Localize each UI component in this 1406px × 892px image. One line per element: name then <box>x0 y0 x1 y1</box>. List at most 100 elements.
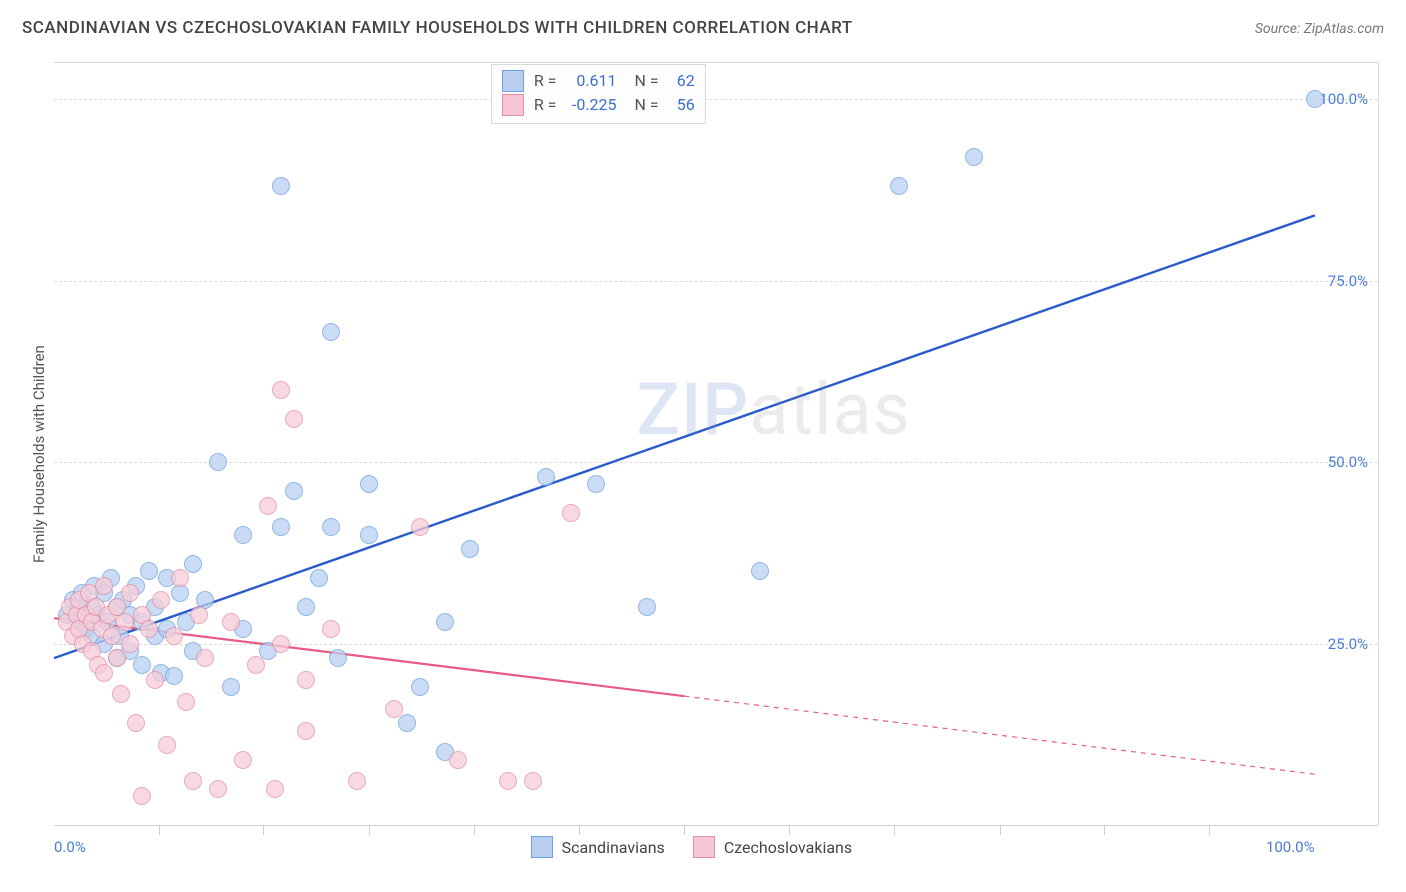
x-tick <box>894 825 895 835</box>
data-point <box>285 482 303 500</box>
r-label: R = <box>534 69 557 93</box>
x-tick-label: 100.0% <box>1266 838 1315 856</box>
data-point <box>360 475 378 493</box>
data-point <box>140 620 158 638</box>
data-point <box>1306 90 1324 108</box>
r-label: R = <box>534 93 557 117</box>
legend-label: Scandinavians <box>562 838 665 857</box>
data-point <box>297 598 315 616</box>
data-point <box>272 518 290 536</box>
x-tick <box>1000 825 1001 835</box>
source-label: Source: <box>1255 21 1304 37</box>
y-tick-label: 100.0% <box>1319 90 1368 108</box>
trend-line <box>54 215 1315 658</box>
data-point <box>272 635 290 653</box>
series-swatch <box>502 70 524 92</box>
data-point <box>385 700 403 718</box>
data-point <box>112 685 130 703</box>
legend-label: Czechoslovakians <box>724 838 852 857</box>
y-tick-label: 50.0% <box>1328 453 1368 471</box>
series-swatch <box>531 836 553 858</box>
data-point <box>177 693 195 711</box>
data-point <box>537 468 555 486</box>
data-point <box>360 526 378 544</box>
data-point <box>247 656 265 674</box>
x-tick <box>159 825 160 835</box>
data-point <box>103 627 121 645</box>
data-point <box>152 591 170 609</box>
data-point <box>348 772 366 790</box>
data-point <box>965 148 983 166</box>
data-point <box>108 649 126 667</box>
x-tick-label: 0.0% <box>54 838 86 856</box>
data-point <box>196 649 214 667</box>
source-name: ZipAtlas.com <box>1304 21 1384 37</box>
series-legend: Scandinavians Czechoslovakians <box>531 836 853 858</box>
data-point <box>222 678 240 696</box>
r-value: -0.225 <box>567 93 617 117</box>
data-point <box>184 555 202 573</box>
n-label: N = <box>635 93 659 117</box>
r-value: 0.611 <box>567 69 617 93</box>
n-value: 56 <box>669 93 695 117</box>
data-point <box>329 649 347 667</box>
legend-item: Czechoslovakians <box>693 836 852 858</box>
correlation-stats-box: R =0.611N =62R =-0.225N =56 <box>491 64 706 124</box>
data-point <box>133 787 151 805</box>
data-point <box>587 475 605 493</box>
data-point <box>524 772 542 790</box>
stats-row: R = -0.225 N = 56 <box>502 93 695 117</box>
x-tick <box>684 825 685 835</box>
series-swatch <box>693 836 715 858</box>
x-tick <box>1104 825 1105 835</box>
y-tick-label: 75.0% <box>1328 272 1368 290</box>
data-point <box>146 671 164 689</box>
data-point <box>297 722 315 740</box>
x-tick <box>789 825 790 835</box>
data-point <box>322 620 340 638</box>
gridline-h <box>54 99 1378 100</box>
data-point <box>411 518 429 536</box>
data-point <box>121 584 139 602</box>
chart-title: SCANDINAVIAN VS CZECHOSLOVAKIAN FAMILY H… <box>22 18 853 38</box>
x-tick <box>474 825 475 835</box>
data-point <box>890 177 908 195</box>
x-tick <box>369 825 370 835</box>
stats-row: R =0.611N =62 <box>502 69 695 93</box>
data-point <box>140 562 158 580</box>
data-point <box>562 504 580 522</box>
y-axis-label: Family Households with Children <box>30 345 48 563</box>
data-point <box>121 635 139 653</box>
data-point <box>449 751 467 769</box>
data-point <box>95 577 113 595</box>
data-point <box>127 714 145 732</box>
data-point <box>209 453 227 471</box>
trend-line-dashed <box>684 696 1314 774</box>
data-point <box>272 381 290 399</box>
data-point <box>398 714 416 732</box>
data-point <box>266 780 284 798</box>
data-point <box>259 497 277 515</box>
x-tick <box>1209 825 1210 835</box>
data-point <box>322 518 340 536</box>
data-point <box>234 526 252 544</box>
data-point <box>272 177 290 195</box>
gridline-h <box>54 644 1378 645</box>
trend-lines <box>54 63 1378 825</box>
data-point <box>499 772 517 790</box>
legend-item: Scandinavians <box>531 836 665 858</box>
plot-area: 25.0%50.0%75.0%100.0% <box>54 62 1379 825</box>
data-point <box>165 627 183 645</box>
data-point <box>171 569 189 587</box>
source-attribution: Source: ZipAtlas.com <box>1255 21 1384 37</box>
data-point <box>310 569 328 587</box>
data-point <box>234 751 252 769</box>
data-point <box>190 606 208 624</box>
data-point <box>751 562 769 580</box>
x-axis-line <box>54 825 1378 826</box>
gridline-h <box>54 462 1378 463</box>
x-tick <box>263 825 264 835</box>
data-point <box>638 598 656 616</box>
data-point <box>95 664 113 682</box>
data-point <box>165 667 183 685</box>
